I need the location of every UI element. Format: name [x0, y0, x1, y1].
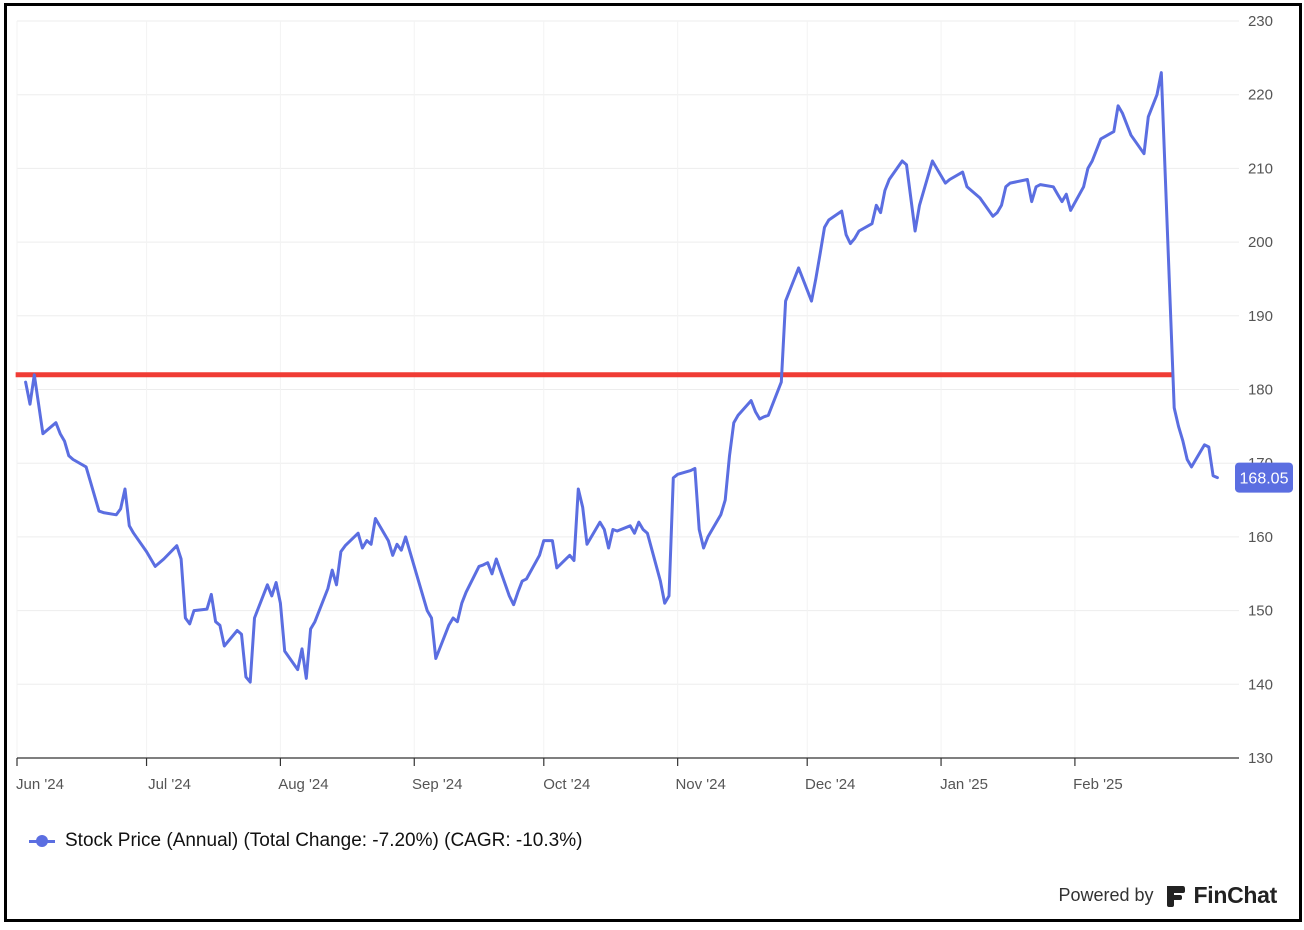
x-tick-label: Oct '24 — [543, 776, 590, 793]
stock-price-chart: 130140150160170180190200210220230Jun '24… — [15, 13, 1293, 793]
y-tick-label: 210 — [1248, 160, 1273, 177]
series-layer — [24, 71, 1219, 684]
y-tick-label: 180 — [1248, 382, 1273, 399]
x-tick-label: Jul '24 — [148, 776, 191, 793]
x-tick-label: Nov '24 — [675, 776, 725, 793]
series-line — [24, 71, 1219, 684]
x-tick-label: Jan '25 — [940, 776, 988, 793]
x-tick-label: Aug '24 — [278, 776, 328, 793]
finchat-logo-icon — [1166, 885, 1185, 907]
y-tick-label: 160 — [1248, 529, 1273, 546]
y-tick-label: 130 — [1248, 750, 1273, 767]
brand-name: FinChat — [1193, 882, 1278, 908]
legend-label: Stock Price (Annual) (Total Change: -7.2… — [65, 830, 583, 851]
y-tick-label: 230 — [1248, 13, 1273, 30]
legend-marker-icon — [29, 834, 55, 848]
chart-frame: 130140150160170180190200210220230Jun '24… — [4, 3, 1302, 922]
powered-by-text: Powered by — [1058, 885, 1154, 905]
y-tick-label: 220 — [1248, 87, 1273, 104]
x-tick-label: Jun '24 — [16, 776, 64, 793]
axes: 130140150160170180190200210220230Jun '24… — [16, 13, 1273, 793]
last-value-label: 168.05 — [1240, 471, 1289, 488]
powered-by[interactable]: Powered by FinChat — [1058, 882, 1277, 909]
x-tick-label: Sep '24 — [412, 776, 462, 793]
x-tick-label: Feb '25 — [1073, 776, 1123, 793]
legend[interactable]: Stock Price (Annual) (Total Change: -7.2… — [29, 830, 582, 852]
y-tick-label: 200 — [1248, 234, 1273, 251]
x-tick-label: Dec '24 — [805, 776, 855, 793]
y-tick-label: 190 — [1248, 308, 1273, 325]
y-tick-label: 150 — [1248, 603, 1273, 620]
y-tick-label: 140 — [1248, 676, 1273, 693]
last-value-layer[interactable]: 168.05 — [1235, 462, 1293, 493]
grid-lines — [16, 20, 1239, 759]
last-value-badge — [1235, 462, 1293, 493]
